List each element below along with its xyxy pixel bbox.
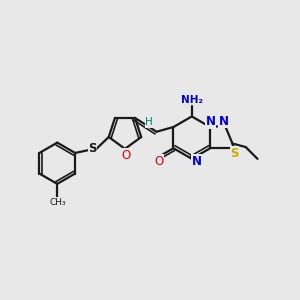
Text: N: N: [219, 115, 229, 128]
Text: N: N: [191, 155, 202, 168]
Text: CH₃: CH₃: [50, 198, 66, 207]
Text: NH₂: NH₂: [182, 95, 203, 105]
Text: O: O: [121, 149, 130, 162]
Text: N: N: [206, 115, 216, 128]
Text: O: O: [154, 155, 163, 168]
Text: S: S: [230, 147, 239, 160]
Text: S: S: [88, 142, 97, 155]
Text: H: H: [145, 117, 153, 127]
